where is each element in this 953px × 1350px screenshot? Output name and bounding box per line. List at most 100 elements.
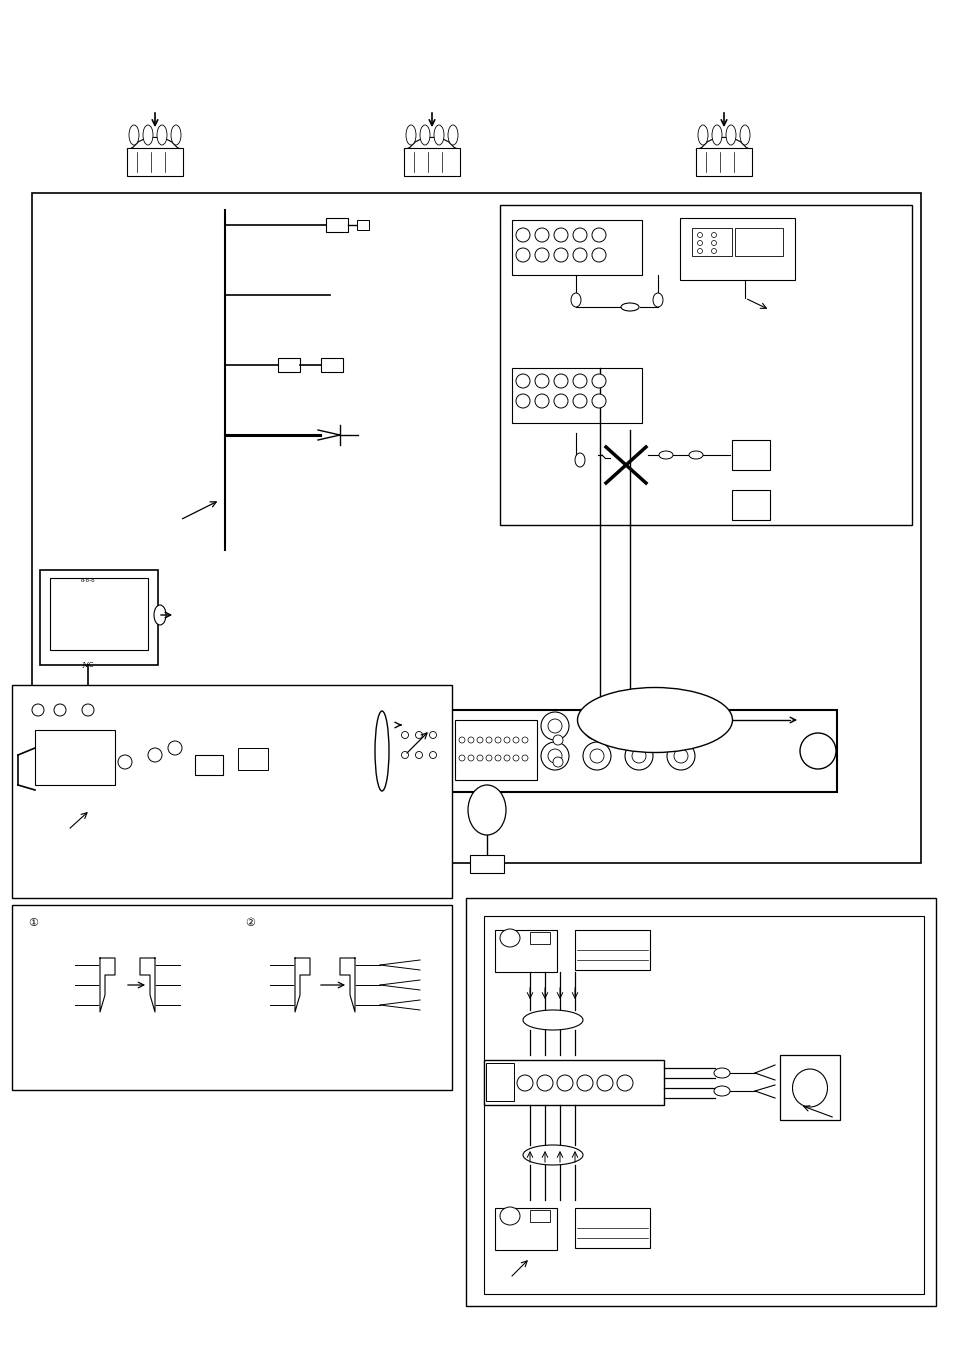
Circle shape [592,228,605,242]
Bar [734,228,782,256]
Ellipse shape [620,302,639,311]
Ellipse shape [375,711,389,791]
Bar [731,490,769,520]
Ellipse shape [688,451,702,459]
Circle shape [503,737,510,742]
Polygon shape [128,138,182,167]
Bar [395,720,448,780]
Ellipse shape [499,929,519,946]
Ellipse shape [522,1010,582,1030]
Circle shape [697,232,701,238]
Circle shape [573,394,586,408]
Ellipse shape [129,126,139,144]
Ellipse shape [522,1145,582,1165]
Circle shape [429,732,436,738]
Circle shape [495,737,500,742]
Bar [495,1208,557,1250]
Ellipse shape [698,126,707,144]
Ellipse shape [571,293,580,306]
Bar [403,148,459,176]
Circle shape [582,711,610,740]
Circle shape [711,240,716,246]
Ellipse shape [575,454,584,467]
Circle shape [468,737,474,742]
Circle shape [535,248,548,262]
Ellipse shape [468,784,505,836]
Circle shape [401,732,408,738]
Circle shape [592,394,605,408]
Circle shape [513,755,518,761]
Circle shape [540,711,568,740]
Circle shape [800,733,835,770]
Bar [237,748,268,770]
Bar [277,358,299,373]
Circle shape [148,748,162,761]
Circle shape [416,752,422,759]
Circle shape [495,755,500,761]
Bar [731,440,769,470]
Ellipse shape [419,126,430,144]
Circle shape [535,228,548,242]
Bar [32,193,920,863]
Circle shape [673,749,687,763]
Circle shape [468,755,474,761]
Circle shape [697,248,701,254]
Circle shape [168,741,182,755]
Circle shape [547,749,561,763]
Circle shape [521,755,527,761]
Circle shape [537,1075,553,1091]
Circle shape [554,248,567,262]
Ellipse shape [652,293,662,306]
Ellipse shape [713,1085,729,1096]
Circle shape [401,752,408,759]
Circle shape [666,743,695,770]
Text: ①: ① [28,918,38,927]
Bar [483,917,923,1295]
Bar [495,930,557,972]
Ellipse shape [153,605,166,625]
Ellipse shape [499,1207,519,1224]
Bar [127,148,183,176]
Ellipse shape [448,126,457,144]
Bar [530,931,550,944]
Circle shape [697,240,701,246]
Polygon shape [339,958,355,1012]
Bar [12,904,452,1089]
Circle shape [516,248,530,262]
Circle shape [589,720,603,733]
Circle shape [458,755,464,761]
Ellipse shape [577,687,732,752]
Bar [499,205,911,525]
Ellipse shape [406,126,416,144]
Circle shape [458,737,464,742]
Circle shape [476,737,482,742]
Bar [470,855,503,873]
Circle shape [516,394,530,408]
Bar [465,898,935,1305]
Bar [194,755,223,775]
Circle shape [624,743,652,770]
Polygon shape [696,138,751,167]
Circle shape [557,1075,573,1091]
Bar [530,1210,550,1222]
Circle shape [711,232,716,238]
Circle shape [592,248,605,262]
Bar [696,148,751,176]
Circle shape [617,1075,633,1091]
Bar [485,1062,514,1102]
Circle shape [516,374,530,387]
Circle shape [666,711,695,740]
Circle shape [573,228,586,242]
Bar [35,730,115,784]
Bar [512,369,641,423]
Ellipse shape [434,126,443,144]
Circle shape [535,374,548,387]
Ellipse shape [792,1069,826,1107]
Circle shape [54,703,66,716]
Bar [375,710,836,792]
Circle shape [540,743,568,770]
Text: ②: ② [245,918,254,927]
Polygon shape [140,958,154,1012]
Circle shape [516,228,530,242]
Ellipse shape [171,126,181,144]
